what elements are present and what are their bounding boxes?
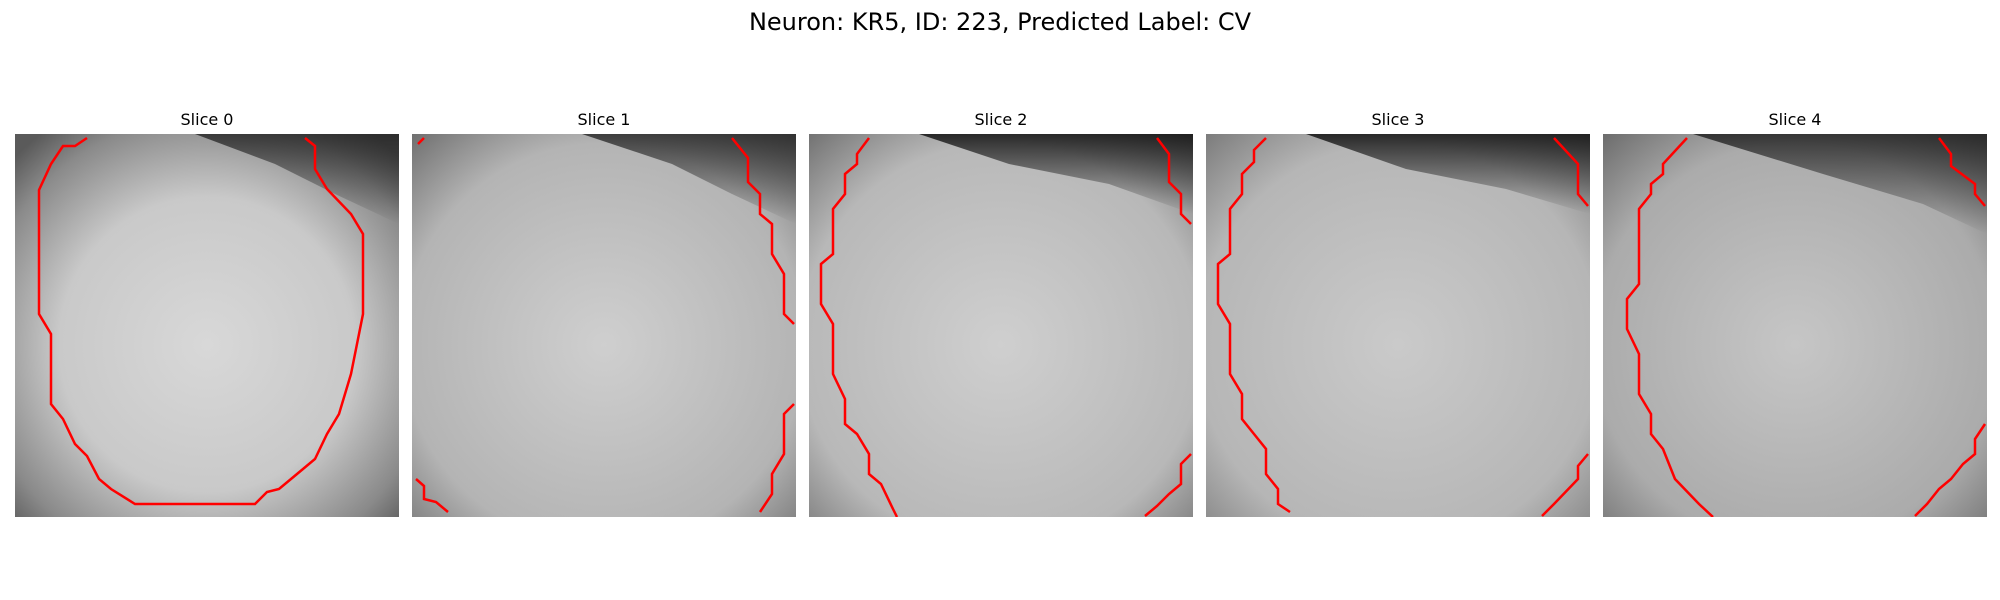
slice-title-3: Slice 3	[1371, 110, 1425, 129]
slice-panel-4: Slice 4	[1603, 110, 1987, 517]
slice-image-4	[1603, 134, 1987, 517]
slice-image-0	[15, 134, 399, 517]
slice-title-4: Slice 4	[1768, 110, 1822, 129]
figure-title: Neuron: KR5, ID: 223, Predicted Label: C…	[748, 8, 1252, 36]
slice-panel-3: Slice 3	[1206, 110, 1590, 517]
slice-title-0: Slice 0	[180, 110, 234, 129]
slice-panel-1: Slice 1	[412, 110, 796, 517]
slice-image-2	[809, 134, 1193, 517]
slice-title-1: Slice 1	[577, 110, 631, 129]
slice-image-3	[1206, 134, 1590, 517]
slice-image-1	[412, 134, 796, 517]
slice-panel-2: Slice 2	[809, 110, 1193, 517]
slice-title-2: Slice 2	[974, 110, 1028, 129]
slice-panel-0: Slice 0	[15, 110, 399, 517]
